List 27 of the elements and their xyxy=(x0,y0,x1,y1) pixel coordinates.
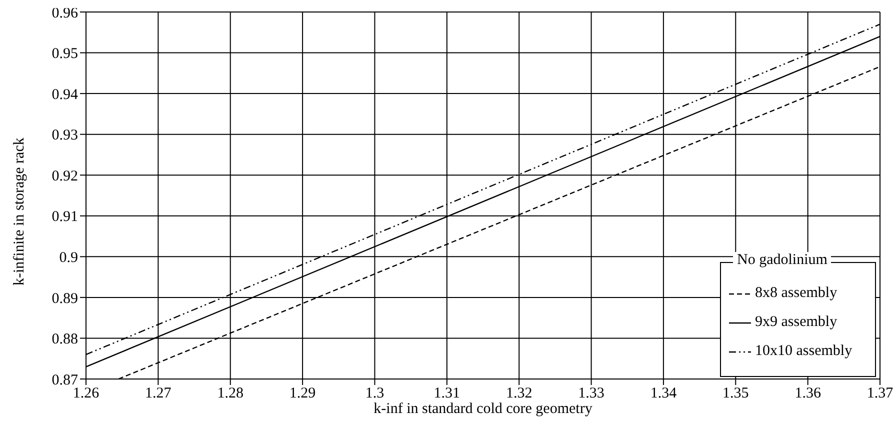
y-tick-label: 0.87 xyxy=(52,372,78,388)
y-axis-title: k-infinite in storage rack xyxy=(11,137,28,286)
x-tick-label: 1.36 xyxy=(794,386,822,402)
legend-label: 8x8 assembly xyxy=(755,285,838,302)
x-tick-label: 1.33 xyxy=(578,386,604,402)
x-tick-label: 1.27 xyxy=(145,386,172,402)
y-tick-label: 0.9 xyxy=(59,250,78,266)
y-tick-label: 0.93 xyxy=(52,128,78,144)
x-tick-label: 1.34 xyxy=(650,386,678,402)
x-tick-label: 1.37 xyxy=(866,386,894,402)
x-tick-label: 1.28 xyxy=(217,386,244,402)
y-tick-label: 0.95 xyxy=(52,46,78,62)
y-tick-label: 0.92 xyxy=(52,168,78,184)
legend-label: 10x10 assembly xyxy=(755,343,852,360)
y-tick-label: 0.91 xyxy=(52,209,78,226)
y-tick-label: 0.89 xyxy=(52,290,78,307)
x-tick-label: 1.3 xyxy=(365,386,384,402)
y-tick-label: 0.94 xyxy=(52,86,78,103)
x-tick-label: 1.31 xyxy=(434,386,460,402)
y-tick-label: 0.88 xyxy=(52,332,78,348)
x-tick-label: 1.29 xyxy=(289,386,316,402)
x-axis-title: k-inf in standard cold core geometry xyxy=(374,401,593,417)
legend-label: 9x9 assembly xyxy=(755,314,838,331)
x-tick-label: 1.35 xyxy=(722,386,749,402)
legend-title: No gadolinium xyxy=(733,252,832,269)
x-tick-label: 1.26 xyxy=(72,386,100,402)
x-tick-label: 1.32 xyxy=(506,386,532,402)
